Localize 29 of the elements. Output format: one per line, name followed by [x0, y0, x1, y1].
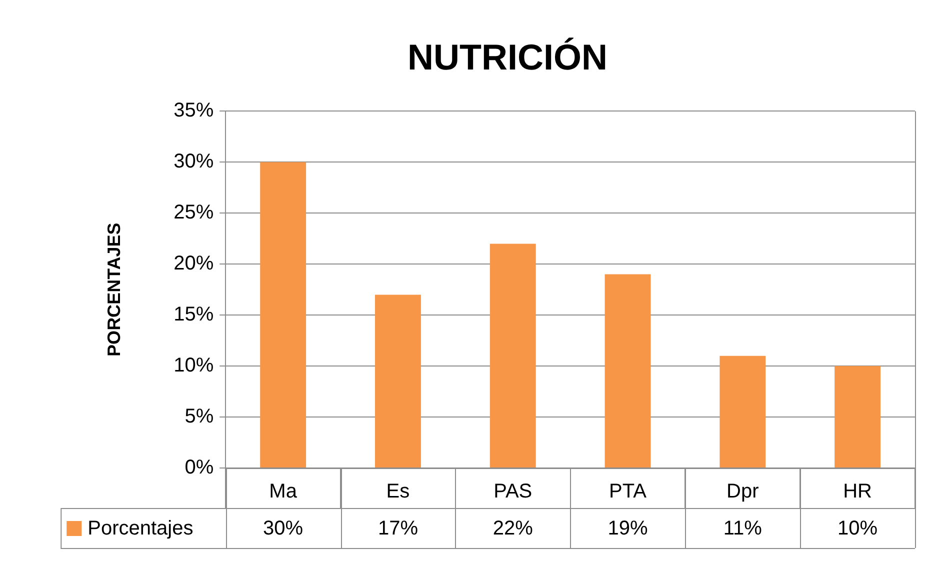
data-label: 17% [378, 518, 418, 540]
bar [374, 294, 421, 468]
x-tick-label: Es [386, 480, 410, 503]
legend-label: Porcentajes [88, 518, 194, 540]
bar [260, 162, 306, 468]
data-label: 10% [838, 518, 878, 540]
data-label: 11% [723, 518, 762, 540]
y-axis-title: PORCENTAJES [104, 222, 124, 356]
bar [604, 274, 651, 468]
y-tick-label: 0% [184, 456, 214, 479]
y-tick-label: 25% [174, 202, 214, 224]
chart-title: NUTRICIÓN [408, 36, 608, 78]
x-tick-label: HR [843, 480, 872, 503]
bar [720, 356, 766, 468]
x-tick-label: Ma [269, 480, 298, 503]
data-label: 30% [263, 518, 304, 540]
data-label: 19% [608, 518, 648, 540]
y-tick-label: 15% [174, 304, 214, 326]
data-label: 22% [492, 518, 534, 540]
x-tick-label: Dpr [726, 480, 760, 503]
y-tick-label: 10% [174, 354, 214, 377]
bar [490, 244, 536, 468]
x-tick-label: PTA [609, 480, 648, 503]
bar [834, 366, 881, 468]
x-tick-label: PAS [494, 480, 532, 503]
y-tick-label: 30% [174, 150, 214, 173]
y-tick-label: 35% [174, 100, 214, 122]
y-tick-label: 20% [174, 252, 214, 275]
y-tick-label: 5% [184, 406, 214, 428]
